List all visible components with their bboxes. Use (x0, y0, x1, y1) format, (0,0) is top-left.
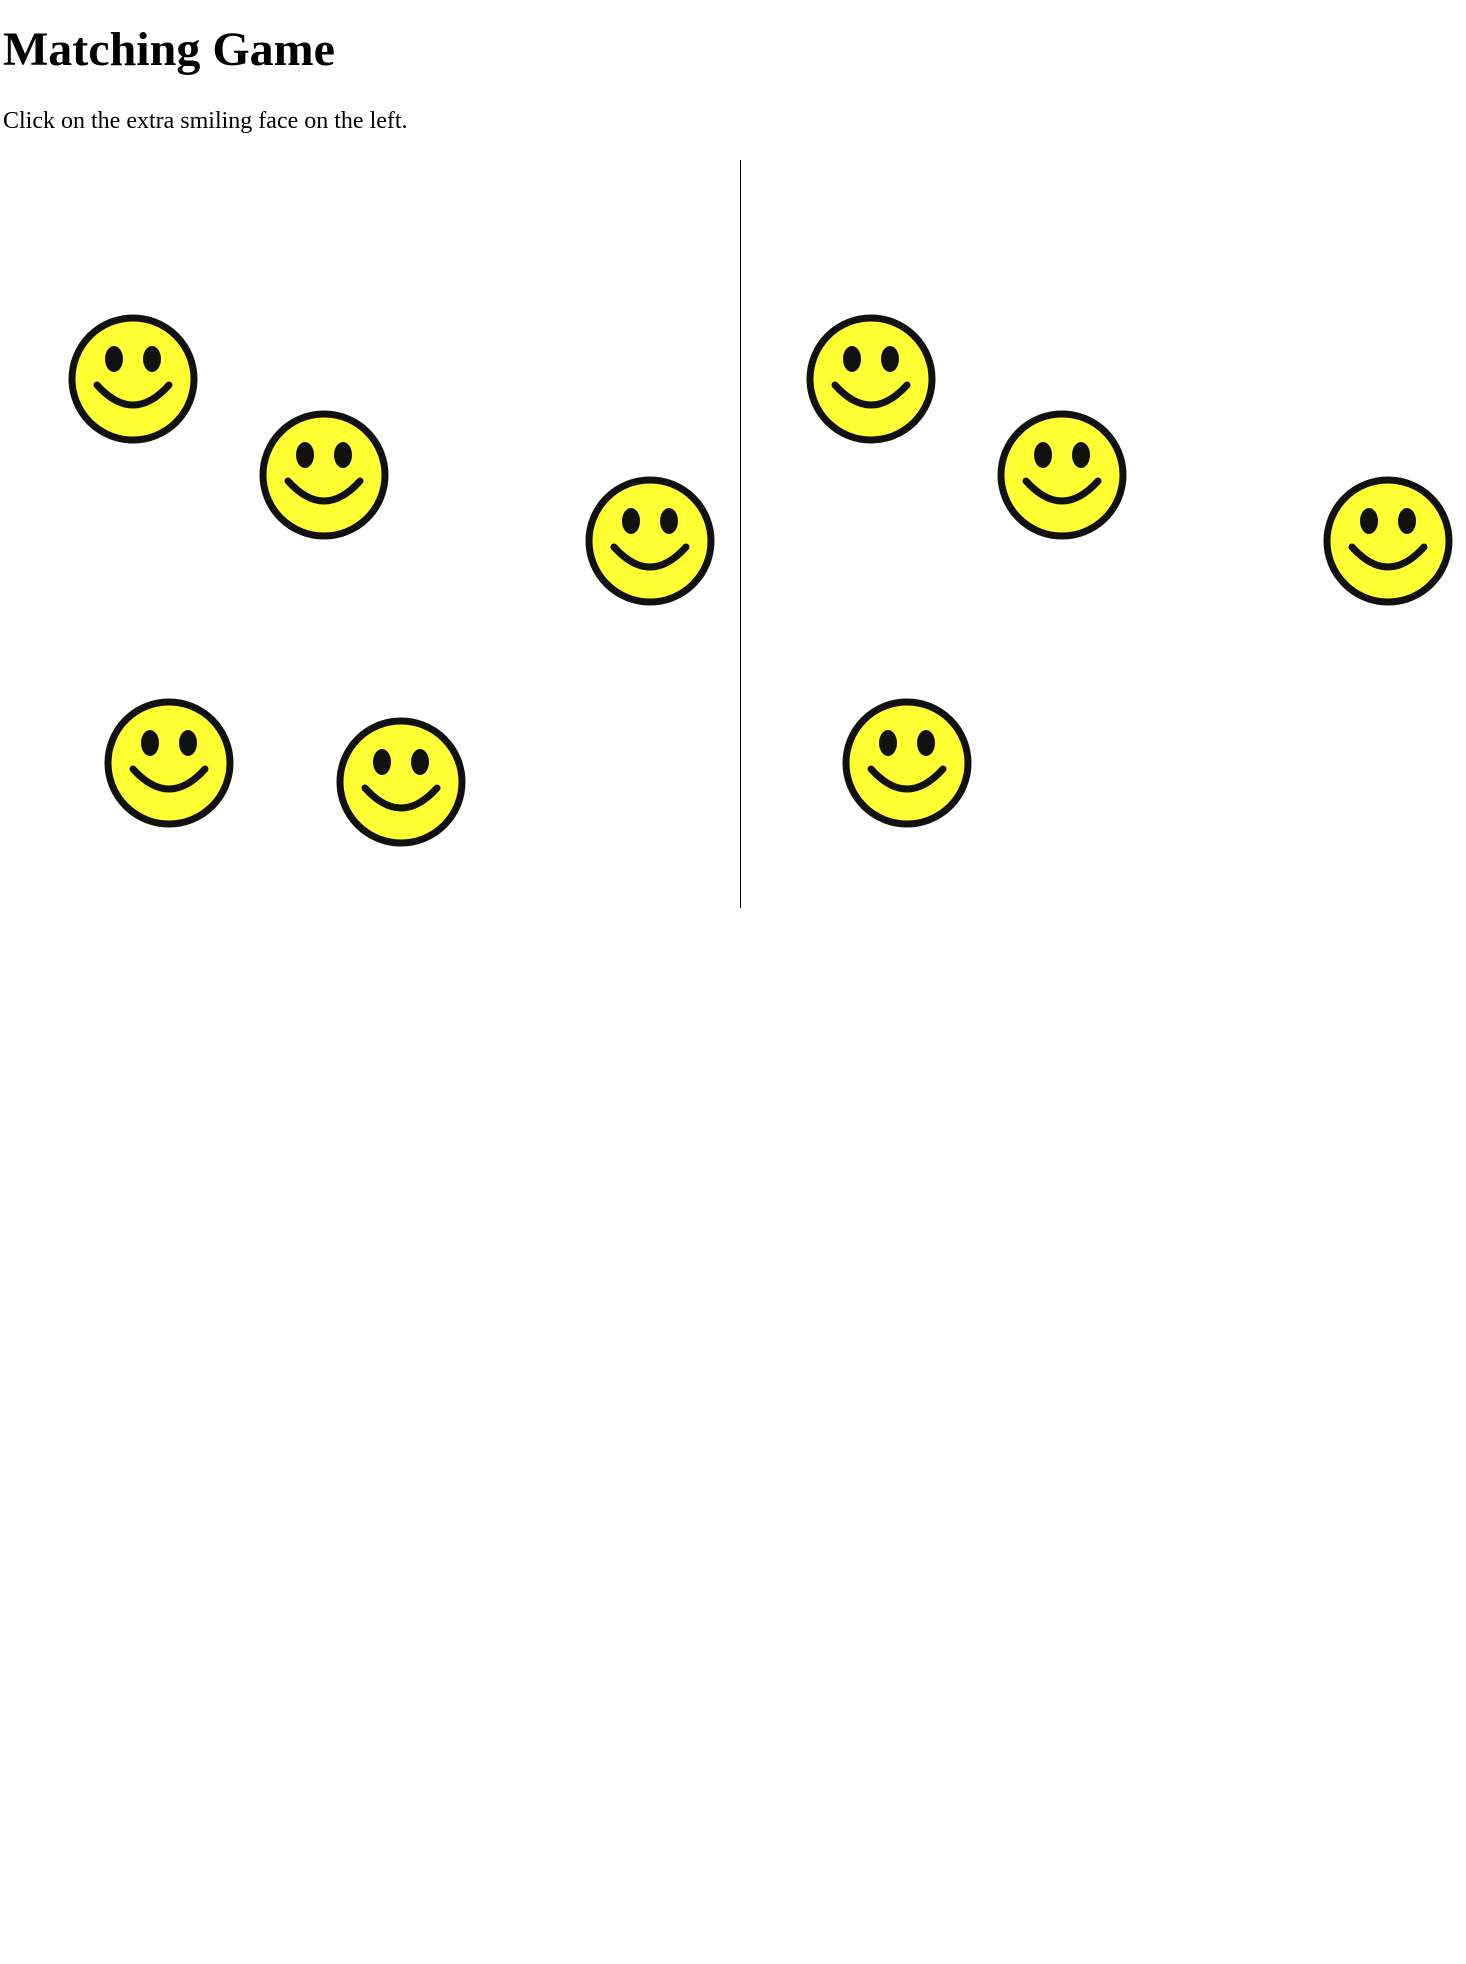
smiley-face-icon-extra[interactable] (335, 716, 467, 848)
smiley-face-icon[interactable] (258, 409, 390, 541)
smiley-face-icon (805, 313, 937, 445)
smiley-face-icon[interactable] (584, 475, 716, 607)
smiley-face-icon[interactable] (67, 313, 199, 445)
smiley-face-icon[interactable] (103, 697, 235, 829)
right-side-panel (741, 160, 1466, 908)
smiley-face-icon (1322, 475, 1454, 607)
left-side-panel (0, 160, 741, 908)
instructions-text: Click on the extra smiling face on the l… (3, 108, 408, 134)
smiley-face-icon (996, 409, 1128, 541)
smiley-face-icon (841, 697, 973, 829)
page-title: Matching Game (3, 23, 335, 76)
